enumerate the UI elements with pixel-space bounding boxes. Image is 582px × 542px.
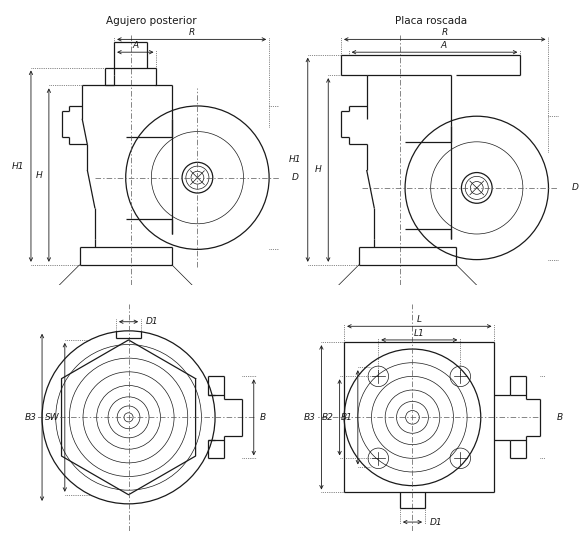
Text: A: A — [441, 41, 446, 50]
Circle shape — [126, 415, 132, 420]
Text: A: A — [132, 41, 139, 50]
Text: H1: H1 — [289, 155, 301, 164]
Text: R: R — [442, 28, 448, 37]
Text: H: H — [315, 165, 322, 175]
Text: L: L — [417, 315, 422, 324]
Text: D1: D1 — [430, 518, 442, 527]
Text: Placa roscada: Placa roscada — [395, 16, 467, 27]
Text: H1: H1 — [12, 162, 24, 171]
Text: H: H — [36, 171, 42, 179]
Text: L1: L1 — [414, 328, 425, 338]
Text: D1: D1 — [146, 317, 158, 326]
Text: Agujero posterior: Agujero posterior — [106, 16, 197, 27]
Text: B3: B3 — [24, 413, 36, 422]
Text: B: B — [260, 413, 265, 422]
Text: D: D — [572, 183, 579, 192]
Text: B3: B3 — [304, 413, 315, 422]
Text: R: R — [189, 28, 195, 37]
Text: B: B — [557, 413, 563, 422]
Text: B2: B2 — [322, 413, 334, 422]
Text: SW: SW — [44, 413, 59, 422]
Text: D: D — [292, 173, 299, 182]
Text: B1: B1 — [340, 413, 352, 422]
Circle shape — [410, 415, 415, 420]
